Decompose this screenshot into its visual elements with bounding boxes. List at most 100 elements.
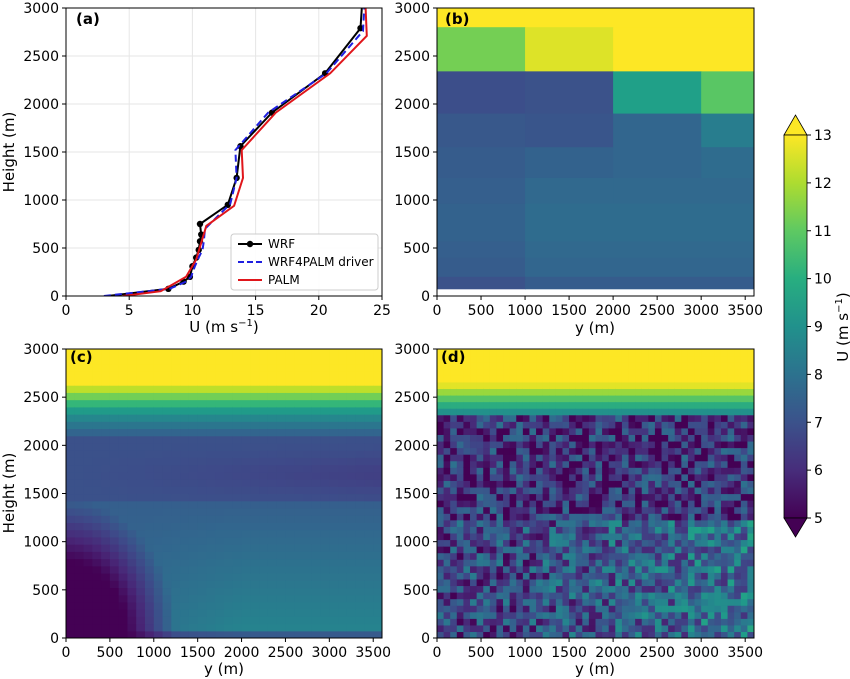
heatmap-cell [701,467,709,475]
heatmap-cell [450,526,458,534]
heatmap-cell [303,435,313,444]
heatmap-cell [602,500,610,508]
heatmap-cell [267,493,278,502]
heatmap-cell [373,529,382,538]
heatmap-cell [109,421,120,430]
heatmap-cell [621,401,630,409]
heatmap-cell [66,601,76,610]
heatmap-cell [720,572,729,580]
heatmap-cell [118,399,129,408]
heatmap-cell [522,408,531,416]
heatmap-cell [555,447,564,455]
heatmap-cell [364,363,374,372]
heatmap-cell [608,559,616,567]
heatmap-cell [83,493,93,502]
heatmap-cell [450,624,458,633]
heatmap-cell [509,408,517,416]
heatmap-cell [681,624,689,633]
heatmap-cell [720,565,729,573]
heatmap-cell [101,435,111,444]
heatmap-cell [694,381,702,390]
heatmap-cell [674,506,682,514]
heatmap-cell [118,435,129,444]
heatmap-cell [542,414,550,422]
heatmap-cell [668,578,676,587]
heatmap-cell [615,388,623,396]
heatmap-cell [562,611,570,619]
heatmap-cell [734,349,742,357]
heatmap-cell [241,471,251,480]
heatmap-cell [346,500,357,509]
heatmap-cell [463,592,471,600]
heatmap-cell [285,500,295,509]
heatmap-cell [668,592,676,600]
heatmap-cell [516,421,524,429]
heatmap-cell [621,421,630,429]
heatmap-cell [701,532,709,541]
heatmap-cell [241,486,251,495]
heatmap-cell [734,539,742,547]
heatmap-cell [171,580,181,589]
heatmap-cell [74,363,85,372]
heatmap-cell [516,362,524,370]
heatmap-cell [681,578,689,587]
heatmap-cell [437,440,445,449]
y-tick-label: 500 [403,241,430,257]
heatmap-cell [470,532,478,541]
heatmap-cell [496,421,504,429]
heatmap-cell [549,552,557,560]
heatmap-cell [180,385,190,393]
heatmap-cell [542,526,550,534]
heatmap-cell [276,529,287,538]
x-tick-label: 10 [183,303,201,319]
heatmap-cell [153,493,164,502]
heatmap-cell [285,414,295,422]
heatmap-cell [456,500,465,508]
heatmap-cell [509,473,517,481]
heatmap-cell [364,356,374,365]
heatmap-cell [206,616,216,625]
heatmap-cell [285,572,295,581]
heatmap-cell [197,464,208,473]
heatmap-cell [496,532,504,541]
heatmap-cell [483,375,491,383]
heatmap-cell [542,624,550,633]
heatmap-cell [522,506,531,514]
heatmap-cell [608,592,616,600]
heatmap-cell [615,605,623,613]
heatmap-cell [549,546,557,554]
panel-c-ylabel: Height (m) [0,453,18,534]
heatmap-cell [734,624,742,633]
heatmap-cell [536,421,544,429]
heatmap-cell [83,536,93,545]
heatmap-cell [687,381,696,390]
heatmap-cell [153,515,164,523]
heatmap-cell [635,611,643,619]
heatmap-cell [127,457,137,466]
heatmap-cell [443,467,451,475]
heatmap-cell [74,544,85,552]
heatmap-cell [621,513,630,521]
heatmap-cell [529,585,537,593]
heatmap-cell [476,546,484,554]
heatmap-cell [648,513,656,521]
heatmap-cell [522,624,531,633]
heatmap-cell [215,609,225,617]
heatmap-cell [588,513,597,521]
heatmap-cell [549,611,557,619]
heatmap-cell [171,479,181,487]
heatmap-cell [329,399,339,408]
heatmap-cell [516,546,524,554]
heatmap-cell [681,388,689,396]
heatmap-cell [197,587,208,596]
heatmap-cell [727,592,735,600]
heatmap-cell [197,515,208,523]
heatmap-cell [621,519,630,527]
panel-c-field [66,349,382,638]
heatmap-cell [740,532,748,541]
heatmap-cell [628,506,636,514]
heatmap-cell [215,558,225,567]
heatmap-cell [450,473,458,481]
heatmap-cell [615,546,623,554]
heatmap-cell [101,385,111,393]
